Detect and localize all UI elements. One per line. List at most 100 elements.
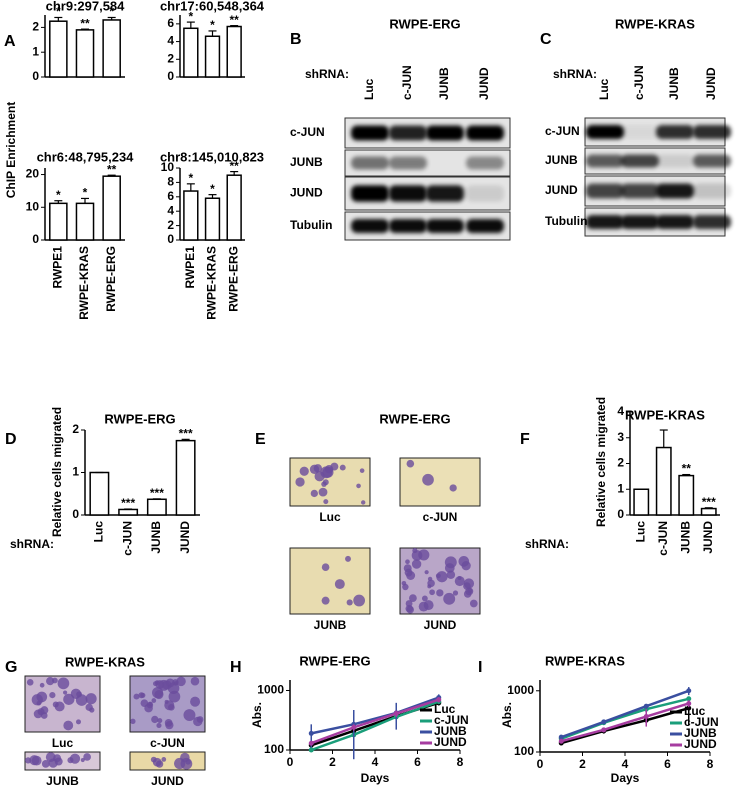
- band: [426, 185, 464, 202]
- bar: [226, 174, 242, 241]
- panel-letter: B: [290, 31, 302, 48]
- cell: [424, 570, 429, 575]
- bar: [204, 197, 221, 241]
- bar: [175, 439, 196, 516]
- category-label: JUNB: [678, 521, 692, 554]
- cell: [46, 677, 55, 686]
- x-axis-label: shRNA:: [10, 537, 54, 551]
- cell: [148, 701, 153, 707]
- cell: [345, 555, 351, 562]
- cell: [89, 707, 95, 713]
- micrograph-caption: Luc: [319, 510, 341, 524]
- band: [693, 154, 731, 168]
- y-axis-label: Relative cells migrated: [50, 407, 64, 537]
- cell: [164, 719, 173, 727]
- cell: [299, 466, 309, 476]
- cell: [190, 676, 200, 686]
- category-label: c-JUN: [656, 521, 670, 556]
- significance: *: [56, 188, 61, 202]
- significance: *: [210, 182, 215, 196]
- cell: [412, 548, 418, 554]
- y-tick-label: 0: [617, 507, 624, 521]
- lane-label: JUND: [704, 67, 718, 100]
- x-tick-label: 6: [414, 755, 421, 769]
- band: [621, 154, 659, 168]
- cell: [193, 716, 203, 727]
- cell: [151, 698, 157, 703]
- panel-letter: C: [540, 31, 552, 48]
- cell: [458, 556, 470, 567]
- point: [686, 700, 692, 706]
- micrograph-caption: JUNB: [46, 774, 79, 786]
- cell: [57, 677, 70, 690]
- y-tick-label: 1000: [507, 683, 534, 697]
- y-tick-label: 6: [167, 16, 174, 30]
- cell: [140, 692, 146, 698]
- significance: ***: [179, 427, 193, 441]
- cell: [463, 590, 472, 598]
- x-axis-label: Days: [611, 771, 640, 785]
- point: [308, 747, 314, 753]
- y-tick-label: 0: [167, 69, 174, 83]
- x-tick-label: 6: [664, 757, 671, 771]
- series-line: [560, 689, 690, 739]
- bar: [49, 202, 68, 241]
- panel-letter: F: [520, 431, 530, 448]
- chart-title: chr17:60,548,364: [160, 0, 265, 13]
- cell: [452, 590, 459, 596]
- series-line: [310, 696, 440, 735]
- y-tick-label: 1000: [257, 683, 284, 697]
- cell: [152, 757, 162, 767]
- y-tick-label: 20: [26, 167, 40, 181]
- band: [466, 125, 504, 141]
- x-tick-label: 0: [287, 755, 294, 769]
- band: [656, 183, 694, 199]
- cell: [29, 755, 40, 766]
- category-label: RWPE1: [51, 246, 65, 289]
- y-tick-label: 10: [26, 199, 40, 213]
- blot-row-label: c-JUN: [545, 124, 580, 138]
- band: [466, 185, 504, 202]
- category-label: Luc: [92, 521, 106, 543]
- cell: [70, 688, 82, 699]
- legend-label: JUNB: [684, 726, 717, 740]
- x-tick-label: 8: [707, 757, 714, 771]
- legend-label: c-JUN: [684, 715, 719, 729]
- band: [426, 125, 464, 141]
- cell: [156, 722, 162, 729]
- cell: [314, 471, 325, 482]
- bar: [49, 20, 68, 78]
- lane-label-prefix: shRNA:: [305, 67, 349, 81]
- band: [351, 125, 389, 141]
- band: [586, 154, 624, 168]
- chart-title: chr8:145,010,823: [160, 149, 264, 164]
- cell: [45, 752, 56, 763]
- y-axis-label: Relative cells migrated: [594, 397, 608, 527]
- cell: [356, 483, 361, 489]
- cell: [446, 570, 456, 579]
- cell: [164, 699, 169, 704]
- bar: [204, 35, 221, 78]
- series-line: [310, 700, 440, 752]
- band: [389, 125, 427, 141]
- micrograph: [129, 751, 206, 771]
- cell: [353, 594, 366, 607]
- cell: [421, 595, 428, 602]
- y-tick-label: 1: [72, 465, 79, 479]
- cell: [183, 709, 196, 722]
- category-label: RWPE1: [183, 246, 197, 289]
- x-tick-label: 0: [537, 757, 544, 771]
- significance: **: [229, 13, 239, 27]
- category-label: c-JUN: [120, 521, 134, 556]
- cell: [168, 690, 181, 703]
- point: [308, 740, 314, 746]
- y-tick-label: 10: [161, 160, 175, 174]
- y-axis-label: Abs.: [500, 702, 514, 728]
- category-label: RWPE-KRAS: [205, 246, 219, 320]
- point: [558, 738, 564, 744]
- x-tick-label: 2: [579, 757, 586, 771]
- x-tick-label: 2: [329, 755, 336, 769]
- cell: [406, 570, 416, 580]
- cell: [33, 709, 43, 719]
- category-label: JUNB: [149, 521, 163, 554]
